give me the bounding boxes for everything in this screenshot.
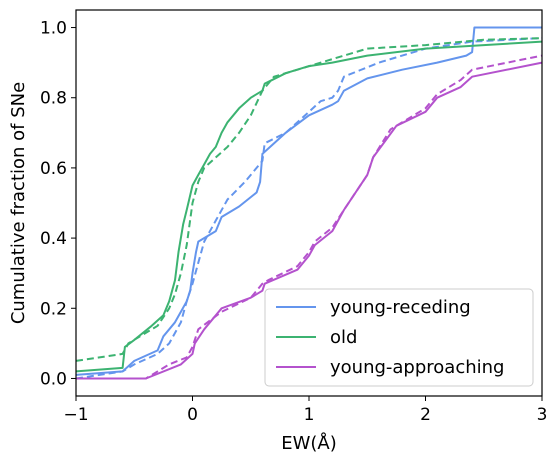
legend-label-young-approaching: young-approaching [330,357,504,378]
series-line-young-receding [75,26,542,376]
series-line-young-approaching-dashed [76,54,543,380]
plot-area [75,26,543,380]
y-tick-label: 0.0 [40,369,67,389]
x-tick-label: 1 [304,405,315,425]
series-line-young-receding-dashed [75,37,543,380]
y-tick-label: 0.4 [40,229,67,249]
x-tick-label: 2 [420,405,431,425]
x-axis-label: EW(Å) [281,432,337,454]
legend-box [264,288,534,387]
series-line-old [75,40,543,373]
y-tick-label: 0.8 [40,89,67,109]
y-tick-label: 0.6 [40,159,67,179]
x-tick-label: 3 [537,405,548,425]
y-axis: 0.0 0.2 0.4 0.6 0.8 1.0 [40,19,76,389]
y-axis-label: Cumulative fraction of SNe [8,82,29,324]
x-tick-label: −1 [63,405,88,425]
series-line-old-dashed [75,37,543,362]
series-line-young-approaching [76,61,543,380]
x-axis: −1 0 1 2 3 [63,396,547,425]
y-tick-label: 0.2 [40,299,67,319]
legend: young-receding old young-approaching [264,288,534,387]
x-tick-label: 0 [187,405,198,425]
y-tick-label: 1.0 [40,19,67,39]
legend-label-old: old [330,327,357,348]
legend-label-young-receding: young-receding [330,297,471,318]
